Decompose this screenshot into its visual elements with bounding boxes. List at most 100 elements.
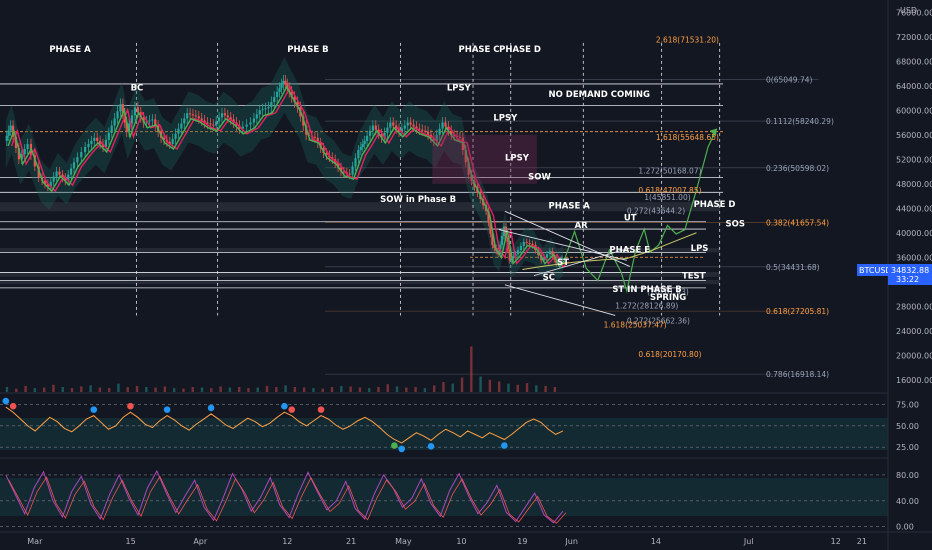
candle-body xyxy=(104,139,108,147)
volume-bar xyxy=(395,386,399,392)
volume-bar xyxy=(42,387,46,392)
candle-body xyxy=(276,91,279,97)
candle-body xyxy=(282,80,285,85)
candle-body xyxy=(389,122,392,128)
signal-marker xyxy=(9,402,17,410)
wyckoff-annotation: SPRING xyxy=(650,293,686,303)
signal-marker xyxy=(427,443,435,450)
candle-body xyxy=(293,96,296,103)
candle-body xyxy=(180,123,183,129)
candle-body xyxy=(200,118,203,121)
signal-marker xyxy=(90,406,98,413)
candle-body xyxy=(194,115,197,117)
candle-body xyxy=(191,114,195,116)
volume-bar xyxy=(191,387,194,392)
time-tick-label: 12 xyxy=(282,537,292,546)
indicator-tick-label: 50.00 xyxy=(896,422,919,431)
candle-body xyxy=(543,257,546,261)
fib-label: 2.618(71531.20) xyxy=(656,36,719,45)
fib-level-label: 0.382(41657.54) xyxy=(766,219,829,228)
candle-body xyxy=(84,147,87,153)
candle-body xyxy=(145,121,148,123)
trend-line[interactable] xyxy=(499,229,627,261)
candle-body xyxy=(421,129,424,131)
candle-body xyxy=(5,135,8,141)
candle-body xyxy=(7,130,10,136)
candle-body xyxy=(280,84,283,89)
volume-bar xyxy=(154,387,157,392)
candle-body xyxy=(61,174,64,178)
fib-label: 1.618(25037.47) xyxy=(604,320,667,329)
fib-level-label: 0.236(50598.02) xyxy=(766,164,829,173)
candle-body xyxy=(418,128,421,130)
candle-body xyxy=(90,140,93,144)
volume-bar xyxy=(414,387,417,392)
wyckoff-annotation: PHASE D xyxy=(499,45,541,55)
candle-body xyxy=(444,122,447,127)
candle-body xyxy=(339,167,343,172)
candle-body xyxy=(386,127,389,133)
candle-body xyxy=(412,124,415,127)
fib-level-label: 0.618(27205.81) xyxy=(766,307,829,316)
candle-body xyxy=(458,136,462,138)
price-tick-label: 40000.00 xyxy=(896,229,932,238)
volume-bar xyxy=(423,388,427,392)
trend-line[interactable] xyxy=(504,284,616,316)
candle-body xyxy=(96,137,99,141)
indicator-signal-line xyxy=(8,475,567,524)
candle-body xyxy=(400,128,404,132)
candle-body xyxy=(154,119,157,126)
volume-bar xyxy=(247,388,250,392)
candle-body xyxy=(491,233,494,245)
price-zone xyxy=(0,279,720,285)
countdown-label: 33:22 xyxy=(896,275,919,284)
candle-body xyxy=(110,125,113,133)
candle-body xyxy=(522,241,525,247)
candle-body xyxy=(377,129,380,134)
last-price-badge[interactable]: BTCUSD 34832.88 33:22 xyxy=(857,264,932,285)
fib-level-label: 0.786(16918.14) xyxy=(766,370,829,379)
volume-bar xyxy=(516,384,519,392)
candle-body xyxy=(203,120,206,123)
time-tick-label: 10 xyxy=(456,537,466,546)
projection-ma xyxy=(522,232,697,270)
volume-bar xyxy=(80,386,83,392)
trend-line[interactable] xyxy=(504,210,630,267)
wyckoff-annotation: LPSY xyxy=(493,114,518,124)
signal-marker xyxy=(127,402,134,410)
candle-body xyxy=(336,163,340,168)
candle-body xyxy=(99,140,102,144)
candle-body xyxy=(368,130,372,136)
wyckoff-annotation: ST xyxy=(557,258,569,268)
candle-body xyxy=(551,251,554,256)
candle-body xyxy=(313,136,316,138)
wyckoff-annotation: LPSY xyxy=(447,84,472,94)
candle-body xyxy=(371,125,375,131)
volume-bar xyxy=(432,385,436,392)
candle-body xyxy=(395,125,398,129)
fib-label: 0.618(47007.85) xyxy=(638,186,701,195)
indicator-line xyxy=(5,406,564,444)
volume-bar xyxy=(386,384,389,392)
volume-bar xyxy=(256,387,259,392)
time-tick-label: 21 xyxy=(857,537,867,546)
signal-marker xyxy=(501,442,508,449)
time-tick-label: Mar xyxy=(27,537,43,546)
candle-body xyxy=(168,141,171,144)
candle-body xyxy=(441,122,444,129)
projection-path[interactable] xyxy=(562,128,718,294)
symbol-badge xyxy=(857,264,888,276)
volume-bar xyxy=(293,387,297,392)
candle-body xyxy=(487,211,490,223)
trend-line[interactable] xyxy=(533,247,630,277)
wyckoff-annotation: AR xyxy=(575,221,589,231)
price-tick-label: 76000.00 xyxy=(896,8,932,17)
wyckoff-annotation: TEST xyxy=(682,272,706,282)
candle-body xyxy=(245,124,248,127)
candle-body xyxy=(116,111,119,119)
candle-body xyxy=(17,148,20,160)
projection-arrowhead xyxy=(709,128,717,137)
time-tick-label: Apr xyxy=(193,537,208,546)
price-zone xyxy=(0,202,720,212)
candle-body xyxy=(55,171,58,177)
